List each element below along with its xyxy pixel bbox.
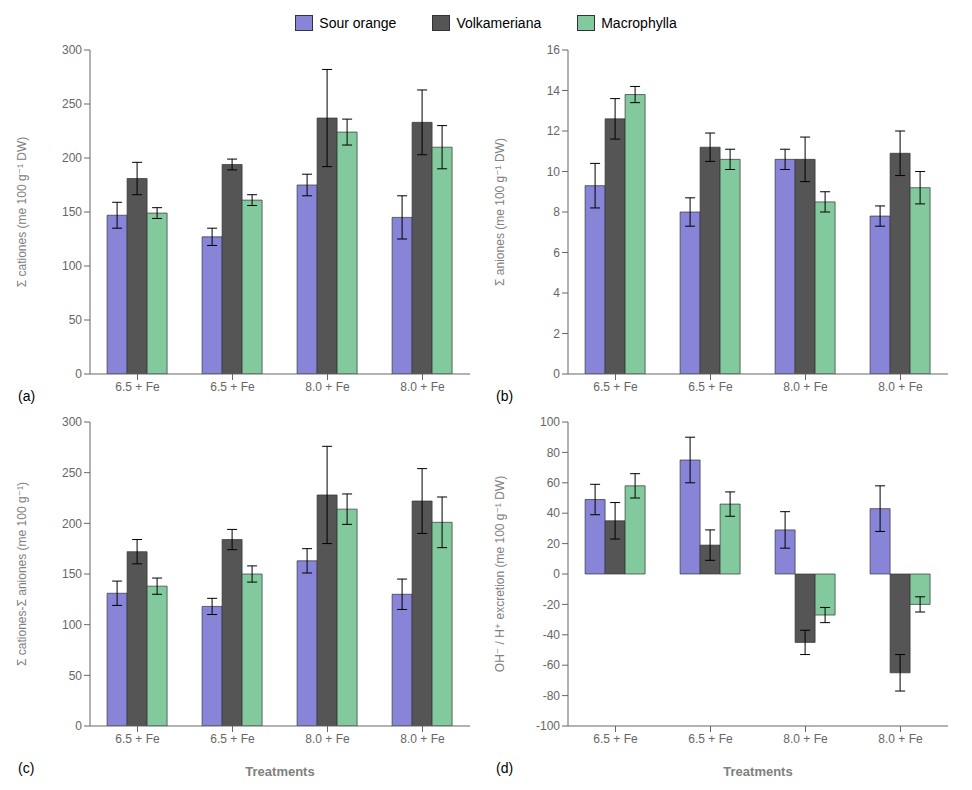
svg-text:0: 0	[75, 719, 82, 733]
svg-text:200: 200	[62, 517, 82, 531]
svg-text:50: 50	[69, 669, 83, 683]
svg-text:6.5 + Fe: 6.5 + Fe	[688, 380, 733, 394]
html-text:(c): (c)	[18, 760, 35, 776]
svg-text:6.5 + Fe: 6.5 + Fe	[210, 380, 255, 394]
svg-text:200: 200	[62, 151, 82, 165]
svg-text:300: 300	[62, 43, 82, 57]
svg-text:-60: -60	[543, 658, 561, 672]
svg-text:8: 8	[553, 205, 560, 219]
svg-text:6.5 + Fe: 6.5 + Fe	[593, 732, 638, 746]
svg-text:150: 150	[62, 567, 82, 581]
svg-text:100: 100	[62, 618, 82, 632]
svg-text:40: 40	[547, 506, 561, 520]
svg-text:Treatments: Treatments	[245, 764, 314, 779]
svg-text:100: 100	[540, 415, 560, 429]
svg-text:60: 60	[547, 476, 561, 490]
svg-text:2: 2	[553, 327, 560, 341]
svg-text:250: 250	[62, 466, 82, 480]
svg-text:4: 4	[553, 286, 560, 300]
svg-text:-40: -40	[543, 628, 561, 642]
html-text:(d): (d)	[496, 760, 514, 776]
svg-text:0: 0	[75, 367, 82, 381]
html-text:Macrophylla: Macrophylla	[601, 15, 677, 31]
svg-text:-80: -80	[543, 689, 561, 703]
svg-text:6.5 + Fe: 6.5 + Fe	[115, 732, 160, 746]
svg-text:Σ cationes-Σ aniones (me 100 g: Σ cationes-Σ aniones (me 100 g⁻¹)	[15, 482, 29, 666]
svg-text:-20: -20	[543, 598, 561, 612]
svg-text:Σ aniones (me 100 g⁻¹ DW): Σ aniones (me 100 g⁻¹ DW)	[493, 138, 507, 286]
svg-text:Σ cationes (me 100 g⁻¹ DW): Σ cationes (me 100 g⁻¹ DW)	[15, 137, 29, 287]
svg-text:150: 150	[62, 205, 82, 219]
svg-text:Treatments: Treatments	[723, 764, 792, 779]
svg-text:6: 6	[553, 246, 560, 260]
svg-text:12: 12	[547, 124, 561, 138]
html-text:Sour orange: Sour orange	[319, 15, 397, 31]
svg-text:8.0 + Fe: 8.0 + Fe	[783, 380, 828, 394]
svg-text:20: 20	[547, 537, 561, 551]
svg-text:6.5 + Fe: 6.5 + Fe	[593, 380, 638, 394]
svg-text:8.0 + Fe: 8.0 + Fe	[305, 380, 350, 394]
svg-text:8.0 + Fe: 8.0 + Fe	[305, 732, 350, 746]
svg-text:8.0 + Fe: 8.0 + Fe	[878, 732, 923, 746]
svg-text:250: 250	[62, 97, 82, 111]
svg-text:16: 16	[547, 43, 561, 57]
svg-text:8.0 + Fe: 8.0 + Fe	[400, 380, 445, 394]
svg-text:100: 100	[62, 259, 82, 273]
svg-text:-100: -100	[536, 719, 560, 733]
svg-text:0: 0	[553, 367, 560, 381]
svg-text:6.5 + Fe: 6.5 + Fe	[210, 732, 255, 746]
html-text:(a): (a)	[18, 388, 36, 404]
svg-text:80: 80	[547, 446, 561, 460]
svg-text:10: 10	[547, 165, 561, 179]
svg-text:8.0 + Fe: 8.0 + Fe	[400, 732, 445, 746]
svg-text:8.0 + Fe: 8.0 + Fe	[878, 380, 923, 394]
svg-text:6.5 + Fe: 6.5 + Fe	[115, 380, 160, 394]
svg-text:50: 50	[69, 313, 83, 327]
html-text:(b): (b)	[496, 388, 514, 404]
svg-text:14: 14	[547, 84, 561, 98]
svg-text:OH⁻ / H⁺ excretion (me 100 g⁻¹: OH⁻ / H⁺ excretion (me 100 g⁻¹ DW)	[493, 476, 507, 672]
svg-text:300: 300	[62, 415, 82, 429]
svg-text:0: 0	[553, 567, 560, 581]
svg-text:6.5 + Fe: 6.5 + Fe	[688, 732, 733, 746]
html-text:Volkameriana: Volkameriana	[456, 15, 542, 31]
svg-text:8.0 + Fe: 8.0 + Fe	[783, 732, 828, 746]
